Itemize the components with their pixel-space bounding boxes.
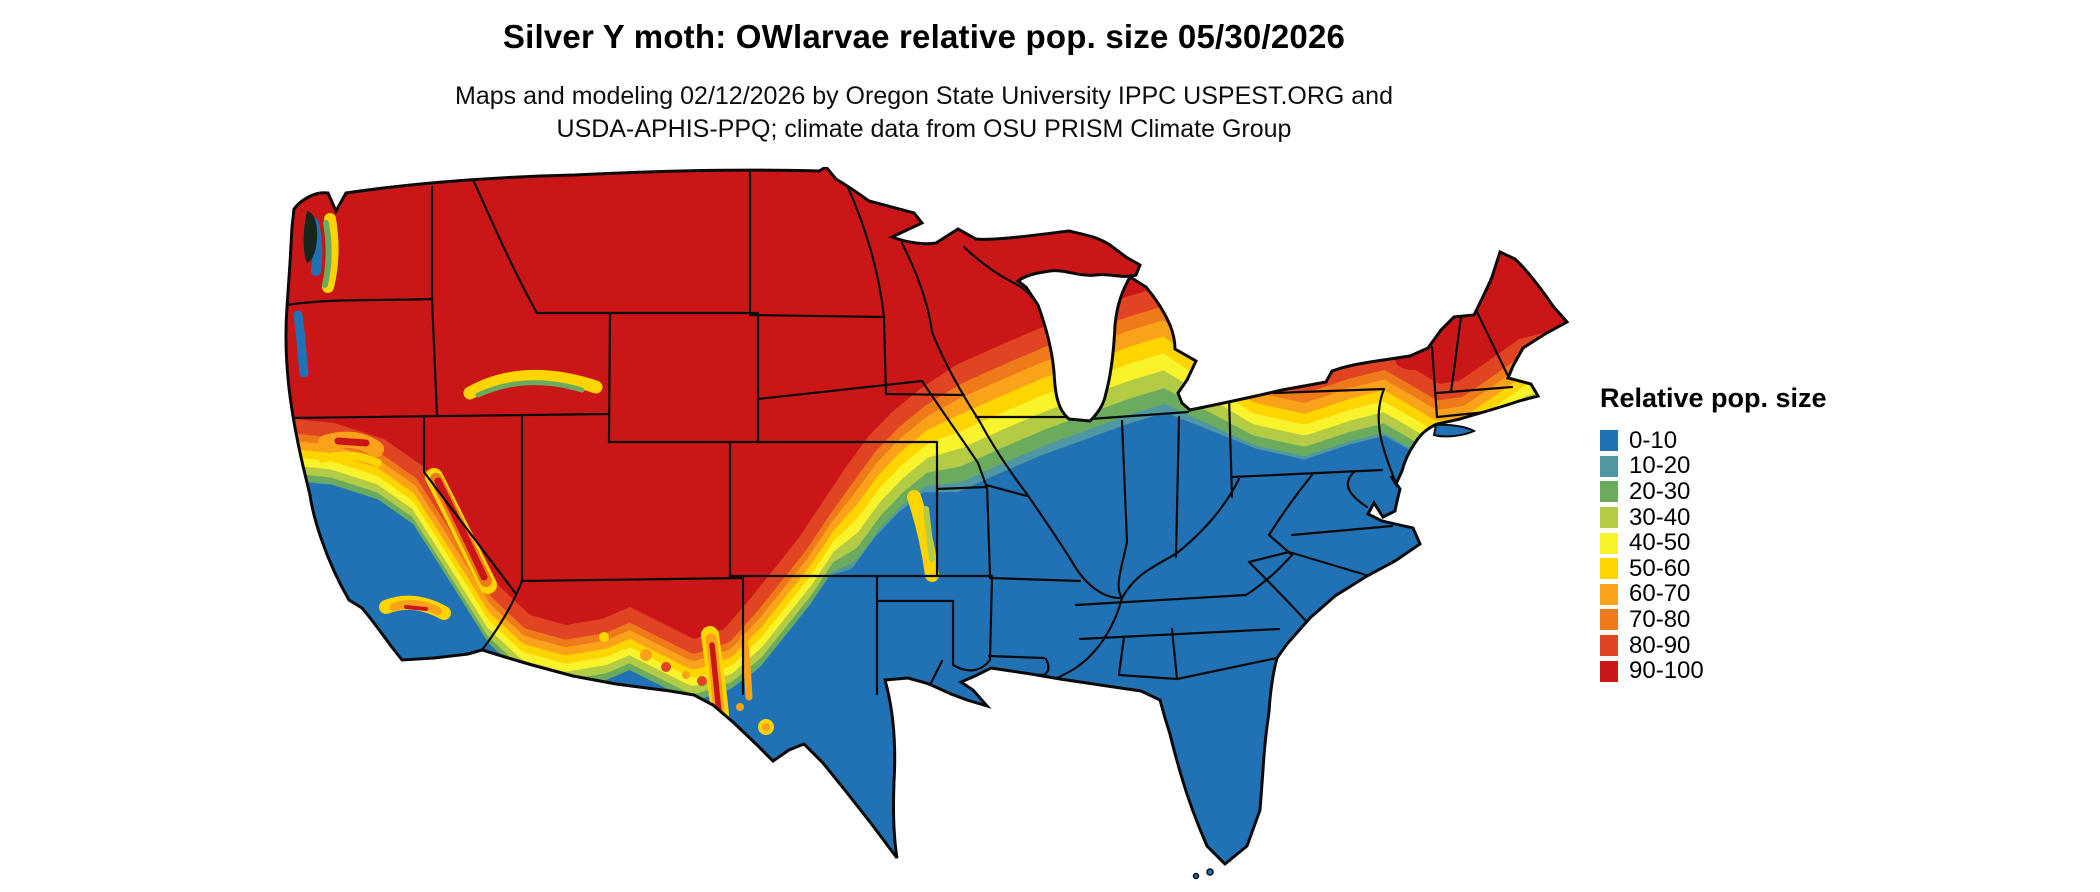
legend-item-label: 70-80 bbox=[1629, 605, 1691, 633]
florida-keys bbox=[1192, 872, 1200, 880]
subtitle: Maps and modeling 02/12/2026 by Oregon S… bbox=[0, 80, 1848, 146]
legend-item: 10-20 bbox=[1600, 452, 1827, 480]
legend-item: 90-100 bbox=[1600, 657, 1827, 685]
legend-item-label: 0-10 bbox=[1629, 426, 1678, 454]
legend-item-label: 60-70 bbox=[1629, 580, 1691, 608]
legend: Relative pop. size 0-10 10-20 20-30 30-4… bbox=[1600, 383, 1827, 684]
map-fill-layers bbox=[285, 167, 1568, 864]
legend-swatch bbox=[1600, 583, 1618, 605]
subtitle-line-2: USDA-APHIS-PPQ; climate data from OSU PR… bbox=[556, 115, 1292, 143]
legend-item-label: 50-60 bbox=[1629, 554, 1691, 582]
florida-keys bbox=[1206, 868, 1214, 876]
puget-sound-dark-patch bbox=[303, 211, 318, 263]
legend-item: 30-40 bbox=[1600, 503, 1827, 531]
legend-swatch bbox=[1600, 660, 1618, 682]
legend-item: 80-90 bbox=[1600, 631, 1827, 659]
long-island bbox=[1432, 423, 1477, 438]
legend-item: 50-60 bbox=[1600, 554, 1827, 582]
terrain-detail-patches bbox=[293, 211, 1429, 735]
legend-swatch bbox=[1600, 558, 1618, 580]
subtitle-line-1: Maps and modeling 02/12/2026 by Oregon S… bbox=[455, 82, 1393, 110]
legend-item: 70-80 bbox=[1600, 605, 1827, 633]
legend-swatch bbox=[1600, 609, 1618, 631]
legend-swatch bbox=[1600, 635, 1618, 657]
legend-swatch bbox=[1600, 481, 1618, 503]
legend-item-label: 10-20 bbox=[1629, 452, 1691, 480]
legend-item-label: 90-100 bbox=[1629, 657, 1704, 685]
page-title: Silver Y moth: OWlarvae relative pop. si… bbox=[502, 18, 1346, 55]
legend-item: 40-50 bbox=[1600, 529, 1827, 557]
legend-item: 0-10 bbox=[1600, 426, 1827, 454]
header: Silver Y moth: OWlarvae relative pop. si… bbox=[0, 0, 1848, 146]
legend-item-label: 40-50 bbox=[1629, 529, 1691, 557]
us-choropleth-map bbox=[284, 167, 1569, 880]
legend-item-label: 20-30 bbox=[1629, 477, 1691, 505]
legend-item-label: 80-90 bbox=[1629, 631, 1691, 659]
legend-item-label: 30-40 bbox=[1629, 503, 1691, 531]
legend-swatch bbox=[1600, 507, 1618, 529]
legend-swatch bbox=[1600, 430, 1618, 452]
legend-item: 20-30 bbox=[1600, 477, 1827, 505]
legend-item: 60-70 bbox=[1600, 580, 1827, 608]
legend-title: Relative pop. size bbox=[1600, 383, 1827, 413]
legend-swatch bbox=[1600, 455, 1618, 477]
legend-swatch bbox=[1600, 532, 1618, 554]
